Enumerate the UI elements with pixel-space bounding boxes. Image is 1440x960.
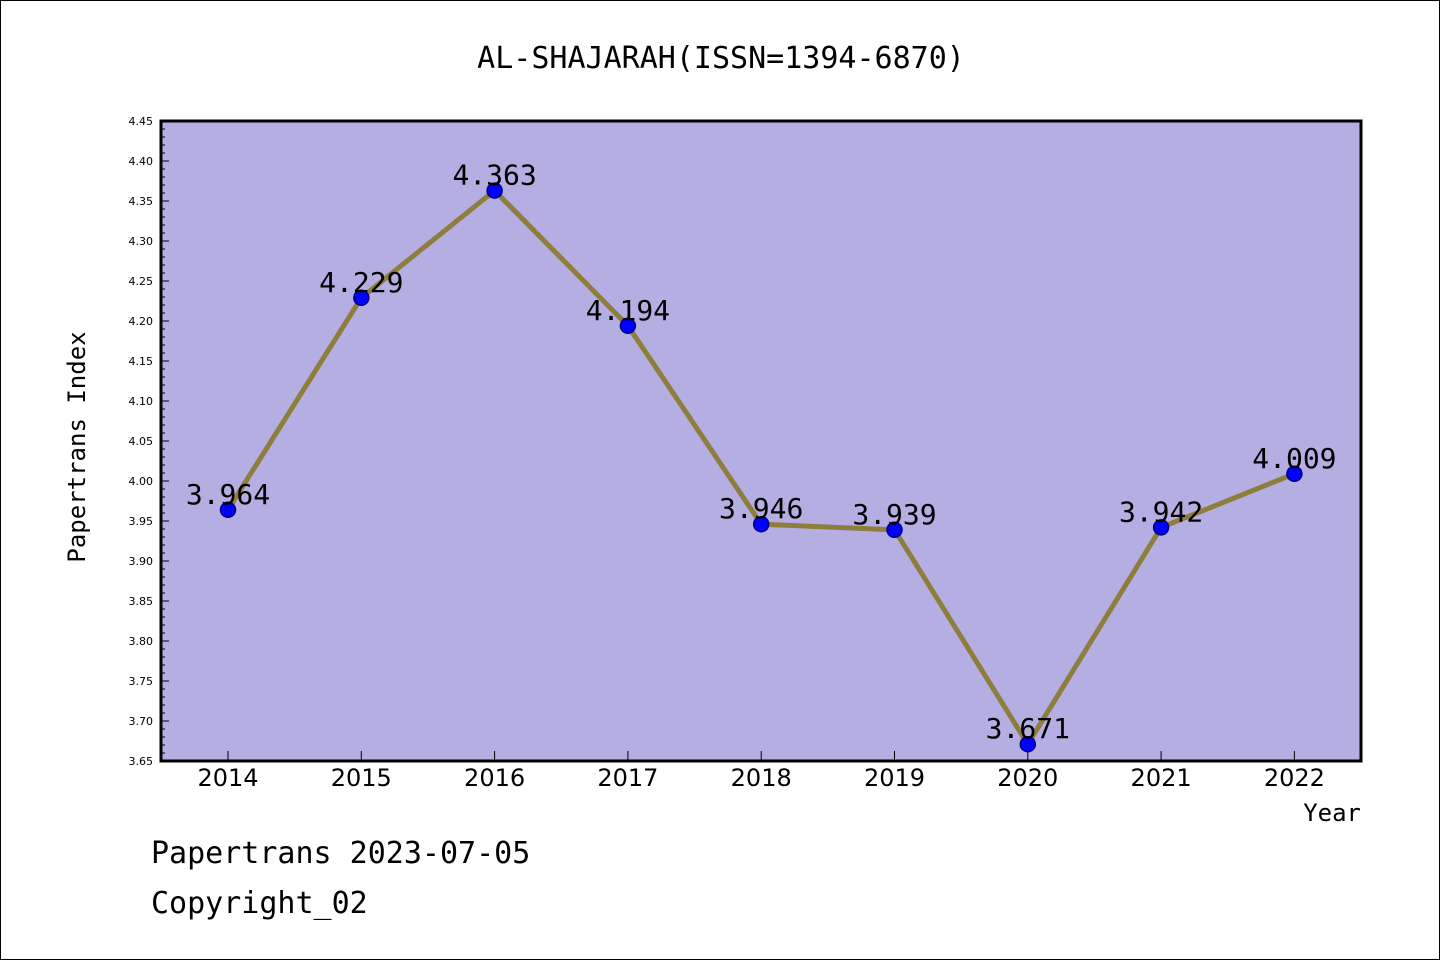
y-tick-label: 4.45 — [129, 115, 154, 128]
y-tick-label: 3.90 — [129, 555, 154, 568]
y-axis-label: Papertrans Index — [63, 331, 91, 562]
x-tick-label: 2015 — [331, 764, 392, 792]
x-tick-label: 2022 — [1264, 764, 1325, 792]
data-label: 3.671 — [986, 712, 1070, 745]
data-point — [752, 515, 770, 533]
x-tick-label: 2020 — [997, 764, 1058, 792]
data-label: 3.946 — [719, 492, 803, 525]
y-tick-label: 3.65 — [129, 755, 154, 768]
data-label: 3.964 — [186, 478, 270, 511]
data-point — [1019, 735, 1037, 753]
y-tick-label: 3.80 — [129, 635, 154, 648]
x-axis-label: Year — [1303, 799, 1361, 827]
x-tick-label: 2021 — [1131, 764, 1192, 792]
data-label: 3.942 — [1119, 495, 1203, 528]
data-point — [886, 521, 903, 539]
y-tick-label: 4.10 — [129, 395, 154, 408]
footer-date: Papertrans 2023-07-05 — [151, 836, 531, 871]
plot-area — [159, 119, 1363, 763]
series-layer: 3.964 4.229 4.363 4.194 3.946 3.939 3.671 3.942… — [186, 159, 1337, 753]
y-tick-label: 4.25 — [129, 275, 154, 288]
data-point — [1152, 519, 1170, 536]
x-tick-label: 2019 — [864, 764, 925, 792]
y-tick-label: 3.70 — [129, 715, 154, 728]
footer-copyright: Copyright_02 — [151, 886, 368, 921]
y-tick-label: 4.20 — [129, 315, 154, 328]
y-tick-label: 3.85 — [129, 595, 154, 608]
data-point — [219, 501, 237, 519]
data-point — [353, 289, 370, 307]
data-point — [486, 182, 503, 199]
data-point — [619, 317, 637, 335]
x-tick-label: 2016 — [464, 764, 525, 792]
y-tick-label: 4.35 — [129, 195, 154, 208]
data-label: 4.009 — [1252, 442, 1336, 475]
y-tick-label: 3.75 — [129, 675, 154, 688]
x-axis: 2014 2015 2016 2017 2018 2019 2020 2021 2022 — [197, 751, 1325, 792]
x-tick-label: 2017 — [597, 764, 658, 792]
y-tick-label: 4.05 — [129, 435, 154, 448]
y-tick-label: 4.00 — [129, 475, 154, 488]
data-label: 4.229 — [319, 266, 403, 299]
y-axis: 3.65 3.70 3.75 3.80 3.85 3.90 3.95 4.00 4.05 4.10… — [129, 115, 169, 768]
data-point — [1286, 465, 1303, 483]
x-tick-label: 2018 — [731, 764, 792, 792]
data-label: 4.363 — [452, 159, 536, 192]
data-label: 4.194 — [586, 294, 670, 327]
y-tick-label: 4.30 — [129, 235, 154, 248]
data-label: 3.939 — [852, 498, 936, 531]
y-tick-label: 3.95 — [129, 515, 154, 528]
y-tick-label: 4.15 — [129, 355, 154, 368]
x-tick-label: 2014 — [197, 764, 258, 792]
chart-title: AL-SHAJARAH(ISSN=1394-6870) — [477, 41, 965, 76]
y-tick-label: 4.40 — [129, 155, 154, 168]
